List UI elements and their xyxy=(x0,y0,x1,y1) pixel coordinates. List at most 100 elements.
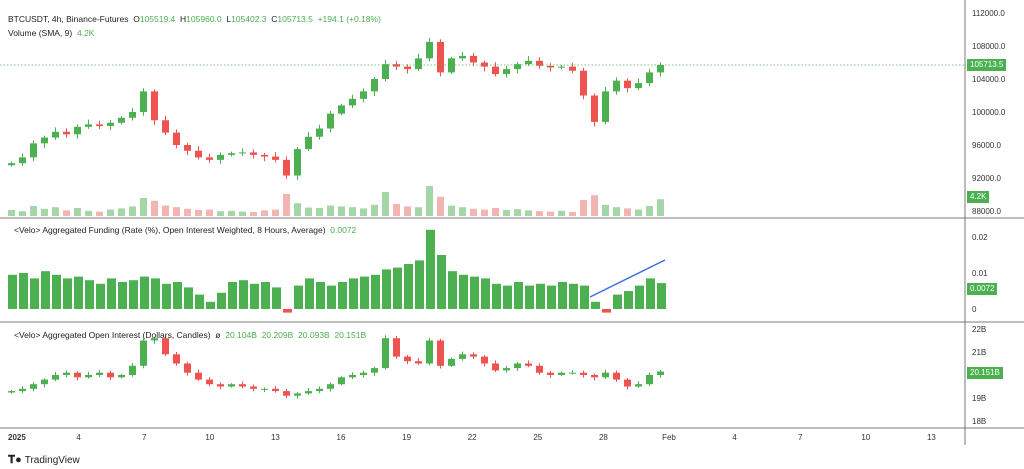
oi-candle xyxy=(217,384,224,387)
price-candle xyxy=(613,80,620,92)
funding-bar xyxy=(382,269,391,309)
close-value: 105713.5 xyxy=(277,14,313,24)
funding-bar xyxy=(503,285,512,309)
oi-candle xyxy=(162,338,169,355)
volume-bar xyxy=(525,210,532,216)
volume-bar xyxy=(63,210,70,216)
price-candle xyxy=(52,131,59,138)
funding-bar xyxy=(129,280,138,309)
oi-candle xyxy=(118,375,125,378)
price-candle xyxy=(184,145,191,151)
date-tick: 4 xyxy=(732,433,737,442)
funding-trendline[interactable] xyxy=(589,259,666,298)
price-candle xyxy=(129,112,136,118)
date-tick: 13 xyxy=(927,433,936,442)
volume-bar xyxy=(404,206,411,216)
volume-bar xyxy=(591,195,598,216)
oi-candle xyxy=(437,340,444,366)
price-tick: 104000.0 xyxy=(972,75,1006,84)
volume-bar xyxy=(41,208,48,216)
funding-bar xyxy=(162,283,171,309)
funding-bar xyxy=(591,301,600,309)
oi-candle xyxy=(184,363,191,373)
funding-bar xyxy=(316,282,325,309)
funding-bar xyxy=(19,273,28,309)
price-candle xyxy=(8,163,15,166)
volume-bar xyxy=(426,186,433,216)
oi-close: 20.151B xyxy=(334,330,367,340)
funding-title[interactable]: <Velo> Aggregated Funding (Rate (%), Ope… xyxy=(14,225,326,235)
time-scale[interactable]: 2025 4 7 10 13 16 19 22 25 28 Feb 4 7 10 13 xyxy=(8,433,936,442)
funding-tick: 0.01 xyxy=(972,269,988,278)
funding-bar xyxy=(613,294,622,309)
volume-bar xyxy=(107,209,114,216)
volume-bar xyxy=(96,211,103,216)
oi-candle xyxy=(41,379,48,385)
price-candle xyxy=(173,132,180,145)
funding-bar xyxy=(283,309,292,313)
volume-bar xyxy=(580,200,587,216)
oi-badge: 20.151B xyxy=(967,367,1003,379)
funding-tick: 0 xyxy=(972,305,977,314)
date-tick: 2025 xyxy=(8,433,26,442)
date-tick: 16 xyxy=(337,433,346,442)
oi-title[interactable]: <Velo> Aggregated Open Interest (Dollars… xyxy=(14,330,211,340)
price-candle xyxy=(470,55,477,63)
price-candle xyxy=(327,113,334,129)
volume-bar xyxy=(470,208,477,216)
funding-bar xyxy=(448,271,457,309)
symbol-title[interactable]: BTCUSDT, 4h, Binance-Futures xyxy=(8,14,129,24)
funding-bar xyxy=(602,309,611,313)
oi-candle xyxy=(503,368,510,371)
price-candle xyxy=(96,124,103,127)
price-candle xyxy=(624,80,631,89)
oi-candle xyxy=(8,391,15,393)
price-candle xyxy=(283,159,290,176)
volume-bar xyxy=(239,211,246,216)
volume-title[interactable]: Volume (SMA, 9) xyxy=(8,28,73,38)
high-value: 105960.0 xyxy=(186,14,222,24)
funding-bar xyxy=(525,285,534,309)
oi-legend: <Velo> Aggregated Open Interest (Dollars… xyxy=(14,330,366,340)
price-candle xyxy=(547,65,554,68)
price-candle xyxy=(514,64,521,70)
volume-bar xyxy=(195,210,202,216)
funding-bar xyxy=(63,278,72,309)
price-candle xyxy=(294,149,301,176)
volume-bar xyxy=(129,206,136,216)
funding-bar xyxy=(646,278,655,309)
funding-badge: 0.0072 xyxy=(967,283,998,295)
volume-bar xyxy=(338,206,345,216)
oi-candle xyxy=(74,372,81,378)
volume-bar xyxy=(459,207,466,216)
funding-bar xyxy=(217,292,226,309)
volume-bar xyxy=(261,210,268,216)
oi-candle xyxy=(492,363,499,371)
funding-bar xyxy=(30,278,39,309)
funding-bar xyxy=(118,282,127,309)
oi-high: 20.209B xyxy=(261,330,294,340)
volume-bar xyxy=(503,210,510,216)
oi-candle xyxy=(140,340,147,366)
date-tick: 10 xyxy=(861,433,870,442)
price-candle xyxy=(481,62,488,67)
tradingview-logo[interactable]: 𝐓● TradingView xyxy=(8,454,80,467)
price-candle xyxy=(239,152,246,154)
funding-bar xyxy=(85,280,94,309)
volume-bar xyxy=(272,209,279,216)
price-scale[interactable]: 112000.0 108000.0 104000.0 100000.0 96000.0 9… xyxy=(972,9,1006,426)
oi-candle xyxy=(272,388,279,392)
volume-bar xyxy=(602,204,609,216)
oi-candle xyxy=(327,384,334,389)
price-candle xyxy=(316,128,323,137)
volume-bar xyxy=(349,207,356,216)
oi-candle xyxy=(360,372,367,375)
funding-bar xyxy=(657,283,666,309)
price-candle xyxy=(404,66,411,70)
oi-candle xyxy=(294,393,301,396)
date-tick: 7 xyxy=(798,433,803,442)
volume-legend: Volume (SMA, 9) 4.2K xyxy=(8,28,94,38)
funding-bar xyxy=(580,285,589,309)
oi-candle xyxy=(52,375,59,380)
